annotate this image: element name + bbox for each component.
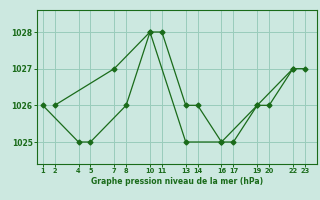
X-axis label: Graphe pression niveau de la mer (hPa): Graphe pression niveau de la mer (hPa) — [91, 177, 263, 186]
